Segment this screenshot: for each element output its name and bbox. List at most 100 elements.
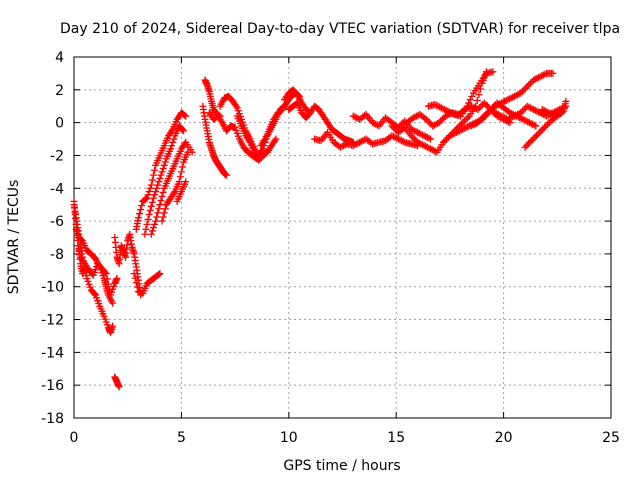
data-point — [158, 168, 166, 176]
data-point — [134, 214, 142, 222]
data-point — [464, 123, 472, 131]
data-point — [154, 181, 162, 189]
data-point — [422, 115, 430, 123]
y-tick-label: -6 — [50, 214, 64, 230]
data-point — [351, 141, 359, 149]
data-point — [391, 125, 399, 133]
data-point — [145, 188, 153, 196]
x-tick-label: 0 — [70, 430, 79, 446]
data-point — [529, 135, 537, 143]
data-point — [509, 93, 517, 101]
data-point — [422, 142, 430, 150]
data-point — [159, 213, 167, 221]
data-point — [465, 99, 473, 107]
y-tick-label: -12 — [41, 313, 64, 329]
data-point — [349, 142, 357, 150]
data-point — [245, 137, 253, 145]
data-point — [399, 138, 407, 146]
data-point — [431, 101, 439, 109]
data-point — [456, 127, 464, 135]
y-tick-label: -8 — [50, 247, 64, 263]
y-tick-label: 4 — [55, 50, 64, 66]
data-point — [529, 120, 537, 128]
data-point — [512, 111, 520, 119]
data-point — [430, 147, 438, 155]
data-point — [155, 270, 163, 278]
data-point — [420, 142, 428, 150]
data-point — [439, 105, 447, 113]
data-point — [502, 96, 510, 104]
data-point — [490, 102, 498, 110]
data-point — [520, 86, 528, 94]
data-point — [512, 92, 520, 100]
data-point — [184, 148, 192, 156]
data-point — [541, 70, 549, 78]
data-point — [469, 121, 477, 129]
data-point — [429, 122, 437, 130]
data-point — [536, 128, 544, 136]
data-point — [428, 146, 436, 154]
data-point — [391, 133, 399, 141]
plot-frame — [73, 56, 612, 419]
data-point — [526, 104, 534, 112]
x-axis-label: GPS time / hours — [283, 458, 400, 474]
data-point — [338, 142, 346, 150]
data-point — [439, 138, 447, 146]
data-point — [153, 184, 161, 192]
data-point — [130, 270, 138, 278]
data-point — [410, 135, 418, 143]
data-point — [175, 178, 183, 186]
data-point — [258, 147, 266, 155]
data-point — [485, 107, 493, 115]
data-point — [141, 230, 149, 238]
data-point — [459, 119, 467, 127]
data-point — [133, 283, 141, 291]
data-point — [457, 126, 465, 134]
data-point — [115, 383, 123, 391]
y-tick-label: -4 — [50, 181, 64, 197]
data-point — [562, 97, 570, 105]
data-point — [154, 209, 162, 217]
data-point — [149, 194, 157, 202]
data-point — [544, 120, 552, 128]
data-point — [464, 114, 472, 122]
data-point — [410, 127, 418, 135]
data-point — [427, 135, 435, 143]
data-point — [506, 95, 514, 103]
data-point — [525, 81, 533, 89]
y-tick-label: -14 — [41, 345, 64, 361]
data-point — [81, 266, 89, 274]
data-point — [530, 121, 538, 129]
data-point — [475, 104, 483, 112]
data-point — [414, 138, 422, 146]
x-tick-label: 25 — [602, 430, 620, 446]
data-point — [446, 132, 454, 140]
data-point — [356, 138, 364, 146]
data-point — [180, 127, 188, 135]
data-point — [101, 268, 109, 276]
data-point — [176, 173, 184, 181]
data-point — [147, 230, 155, 238]
data-point — [528, 137, 536, 145]
data-point — [540, 106, 548, 114]
data-point — [430, 121, 438, 129]
data-point — [548, 110, 556, 118]
data-point — [419, 141, 427, 149]
data-point — [546, 110, 554, 118]
data-point — [473, 96, 481, 104]
data-point — [496, 111, 504, 119]
data-point — [146, 206, 154, 214]
data-point — [510, 112, 518, 120]
x-tick-labels: 0 5 10 15 20 25 — [70, 430, 620, 446]
data-point — [449, 130, 457, 138]
data-point — [151, 220, 159, 228]
data-point — [137, 206, 145, 214]
data-point — [530, 106, 538, 114]
series-arc-7 — [130, 270, 164, 297]
data-point — [417, 140, 425, 148]
y-tick-label: 0 — [55, 116, 64, 132]
data-point — [182, 178, 190, 186]
y-tick-label: -2 — [50, 148, 64, 164]
data-point — [556, 110, 564, 118]
data-point — [558, 109, 566, 117]
